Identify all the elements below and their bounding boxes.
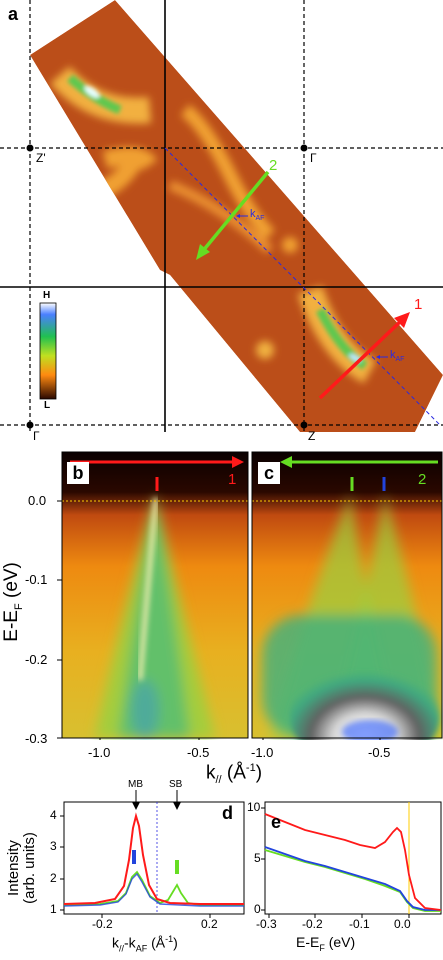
panel-d-xlabel: k//-kAF (Å-1) [112, 934, 178, 954]
c-xtick-1: -0.5 [368, 745, 391, 760]
panel-e-ytick-10: 10 [247, 800, 261, 814]
panel-d-plot [60, 790, 245, 918]
panel-c-image [252, 452, 442, 740]
panel-e-xtick-3: 0.0 [394, 917, 411, 931]
label-gamma-top: Γ [310, 151, 317, 165]
label-gamma-bottom: Γ [33, 429, 40, 443]
bc-ytick-2: -0.2 [25, 652, 48, 667]
panel-d-ytick-4: 4 [50, 808, 57, 822]
panel-e-red-curve [264, 813, 442, 911]
panel-d-ytick-3: 3 [50, 839, 57, 853]
panel-d-red-curve [63, 812, 244, 905]
panel-c-letter: c [258, 462, 280, 484]
panel-e-green-curve [264, 849, 441, 912]
bc-ytick-3: -0.3 [25, 731, 48, 746]
panel-e-blue-curve [264, 846, 441, 911]
panel-e-xtick-1: -0.2 [302, 917, 323, 931]
arpes-cuts [57, 451, 443, 740]
panel-e-xlabel: E-EF (eV) [296, 934, 356, 953]
bc-xlabel: k// (Å-1) [206, 762, 263, 787]
c-xtick-0: -1.0 [251, 745, 274, 760]
label-z-prime: Z' [36, 151, 46, 165]
panel-d-blue-curve [63, 872, 244, 907]
b-xtick-1: -0.5 [187, 745, 210, 760]
panel-d-annot-mb: MB [128, 779, 143, 790]
kaf-label-2: kAF [250, 208, 265, 223]
colorbar-low-label: L [44, 400, 51, 411]
panel-d-xtick-1: 0.2 [201, 917, 218, 931]
panel-e-plot [261, 801, 442, 918]
panel-d-xtick-0: -0.2 [92, 917, 113, 931]
panel-d-ytick-1: 1 [50, 902, 57, 916]
panel-e-letter: e [271, 812, 282, 832]
bc-ytick-1: -0.1 [25, 572, 48, 587]
panel-e-ytick-0: 0 [254, 902, 261, 916]
cut-1-label: 1 [414, 296, 423, 313]
panel-e-xtick-2: -0.1 [349, 917, 370, 931]
panel-d-green-curve [63, 870, 244, 906]
panel-a-letter: a [8, 4, 19, 24]
panel-c-cut-number: 2 [418, 471, 427, 488]
kaf-label-1: kAF [390, 349, 405, 364]
panel-d-ytick-2: 2 [50, 871, 57, 885]
panel-d-letter: d [222, 803, 233, 823]
bc-ylabel: E-EF (eV) [1, 562, 25, 642]
label-z-bottom: Z [308, 429, 316, 443]
panel-b-cut-number: 1 [228, 471, 237, 488]
cut-2-label: 2 [269, 157, 278, 174]
panel-b-letter: b [67, 462, 89, 484]
b-xtick-0: -1.0 [88, 745, 111, 760]
colorbar-high-label: H [43, 290, 51, 301]
panel-e-ytick-5: 5 [254, 851, 261, 865]
panel-d-ylabel: Intensity (arb. units) [5, 832, 38, 904]
fermi-surface-map [0, 0, 443, 432]
bc-ytick-0: 0.0 [28, 493, 47, 508]
panel-b-image [62, 452, 248, 740]
panel-d-annot-sb: SB [169, 779, 183, 790]
panel-e-xtick-0: -0.3 [256, 917, 277, 931]
